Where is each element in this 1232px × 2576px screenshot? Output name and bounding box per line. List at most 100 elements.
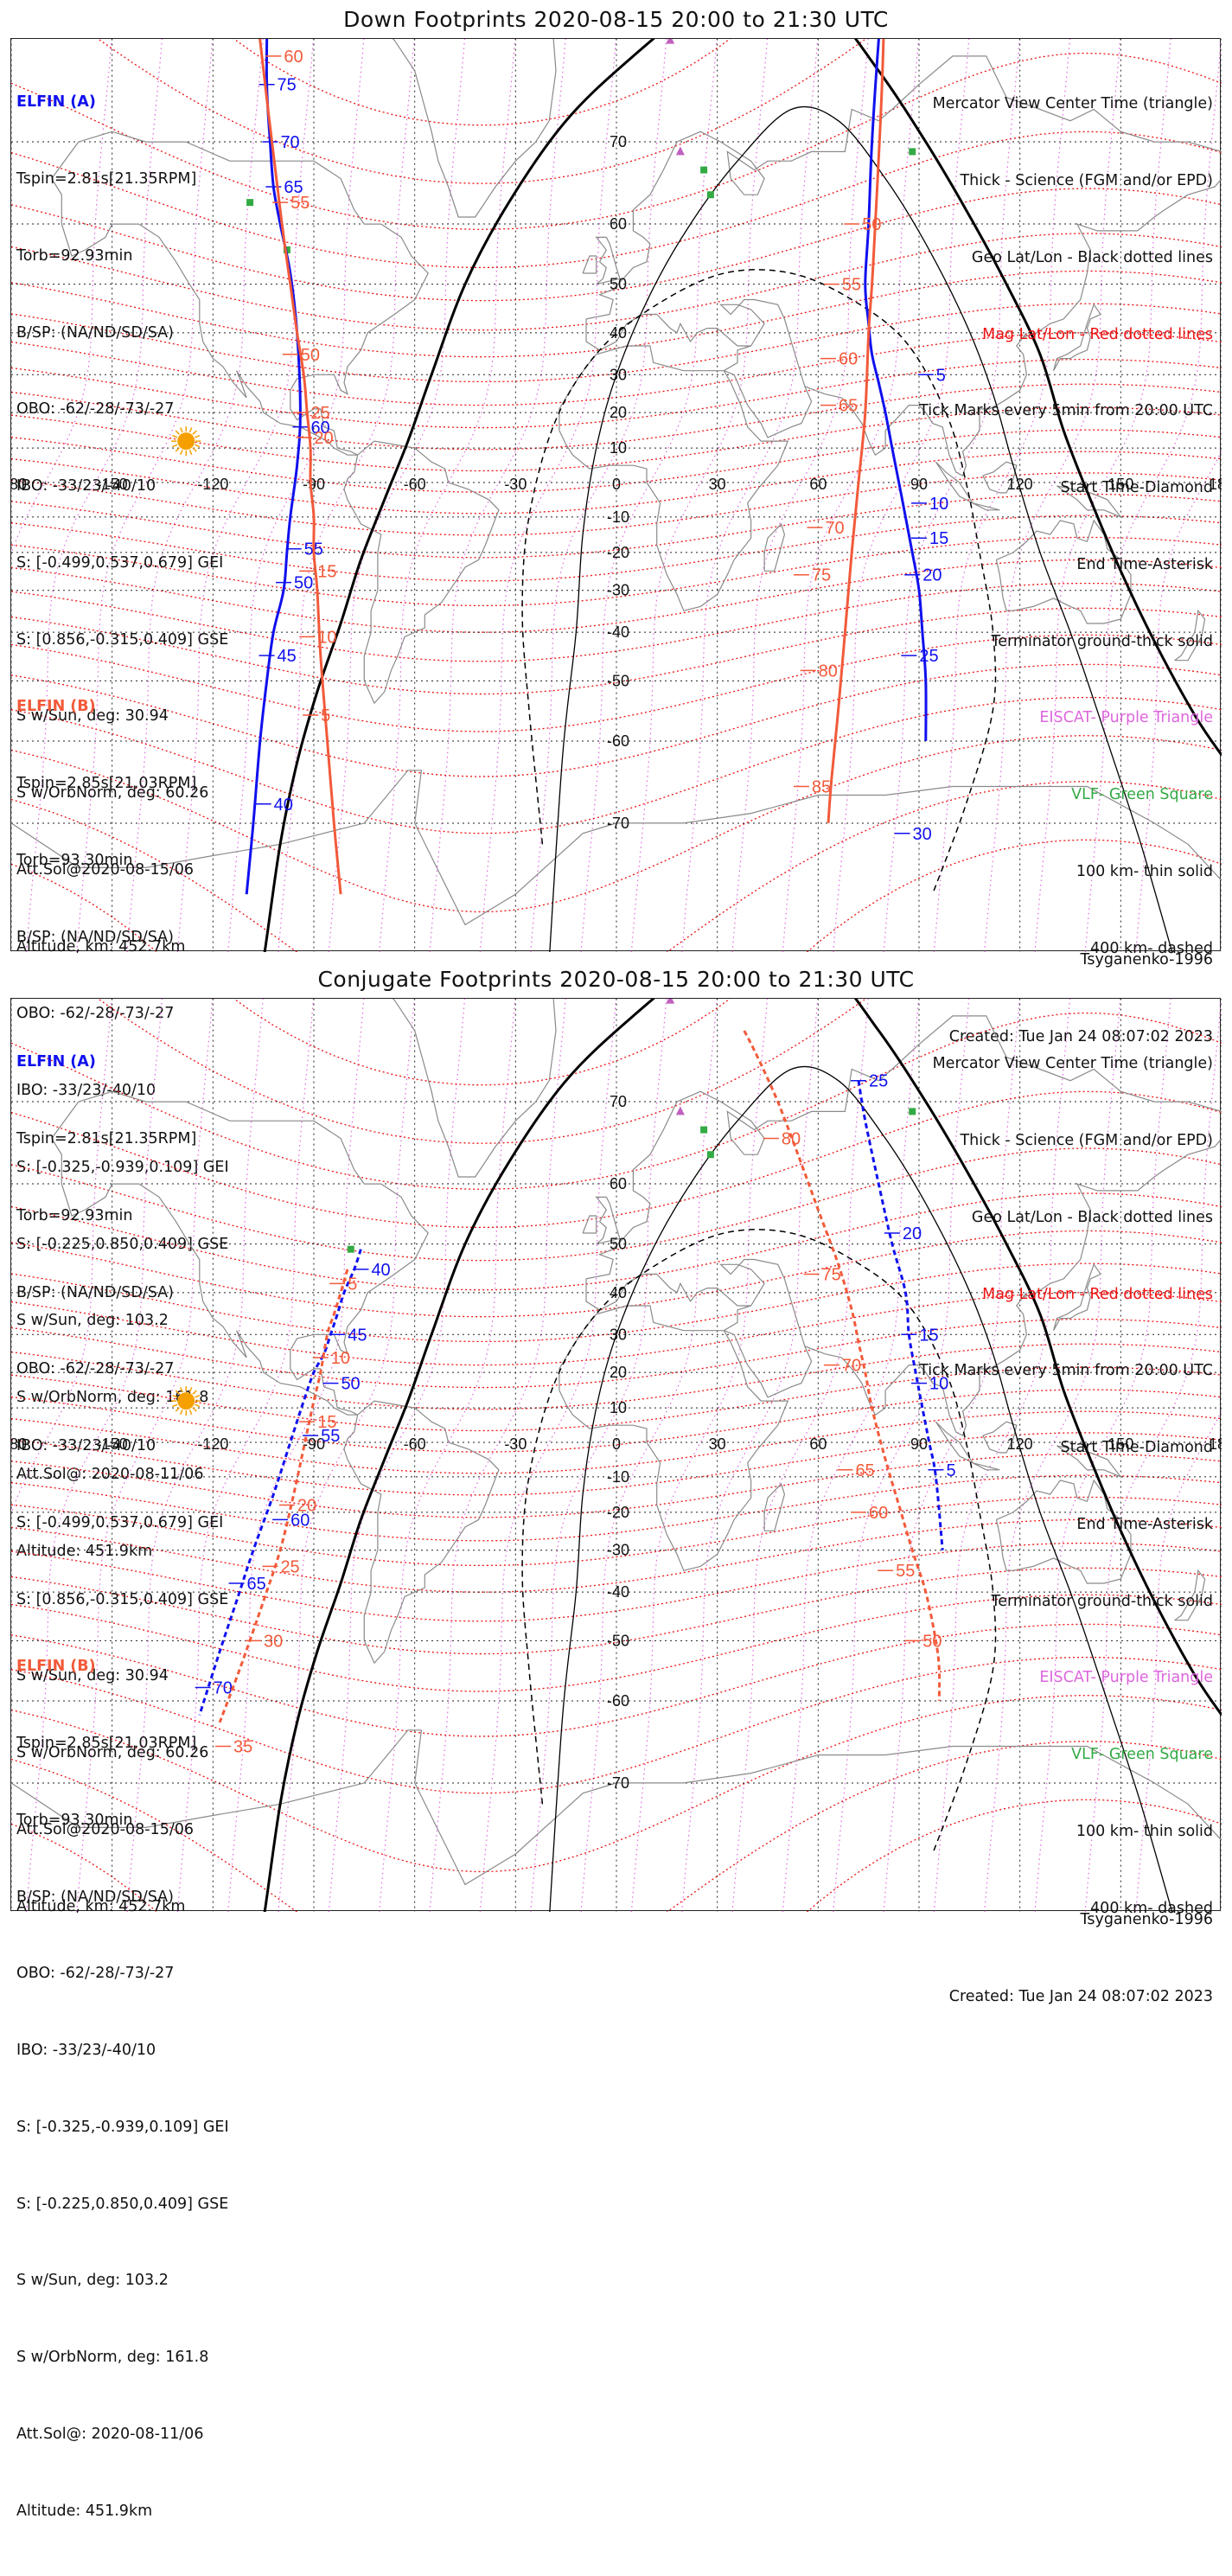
mag-meridian-line xyxy=(76,999,214,1912)
mag-meridian-line xyxy=(479,999,617,1912)
track-tick-label: 50 xyxy=(294,574,313,593)
sat-a-line: Tspin=2.81s[21.35RPM] xyxy=(16,169,197,188)
sun-ray xyxy=(172,1403,178,1408)
lat-tick-label: 40 xyxy=(610,1284,627,1301)
sat-b-line: S w/OrbNorm, deg: 161.8 xyxy=(16,2349,209,2367)
lon-tick-label: 0 xyxy=(612,1435,621,1453)
mag-meridian-line xyxy=(984,999,1121,1912)
sat-a-line: Torb=92.93min xyxy=(16,246,133,265)
track-tick-label: 20 xyxy=(903,1224,922,1243)
sat-b-line: Att.Sol@: 2020-08-11/06 xyxy=(16,2426,204,2443)
sat-b-name: ELFIN (B) xyxy=(16,698,96,716)
mag-meridian-line xyxy=(1135,1409,1222,1912)
lon-tick-label: -180 xyxy=(11,476,27,493)
lat-tick-label: -70 xyxy=(607,815,629,832)
sat-b-line: OBO: -62/-28/-73/-27 xyxy=(16,1005,175,1023)
sun-ray xyxy=(195,434,201,438)
legend-item: EISCAT- Purple Triangle xyxy=(1039,709,1213,727)
track-tick-label: 25 xyxy=(280,1557,299,1576)
legend: Mercator View Center Time (triangle) Thi… xyxy=(919,41,1213,1013)
sat-a-name: ELFIN (A) xyxy=(16,93,96,112)
track-tick-label: 55 xyxy=(842,276,861,295)
sun-ray xyxy=(195,1403,201,1408)
mag-meridian-line xyxy=(1135,450,1222,952)
coastline xyxy=(804,1138,1222,1436)
coastline xyxy=(972,1462,1000,1471)
coastline xyxy=(763,1482,786,1531)
coastline xyxy=(972,502,1000,511)
track-tick-label: 60 xyxy=(290,1511,310,1530)
mag-meridian-line xyxy=(580,39,718,952)
lat-tick-label: 40 xyxy=(610,324,627,342)
track-tick-label: 70 xyxy=(214,1679,233,1698)
vlf-square-icon xyxy=(700,1126,708,1134)
coastline xyxy=(1053,1262,1101,1331)
lon-tick-label: 150 xyxy=(1108,476,1133,493)
sat-a-line: S w/Sun, deg: 30.94 xyxy=(16,707,169,725)
coastline xyxy=(582,1215,597,1234)
elfin-a-track xyxy=(864,39,928,741)
vlf-square-icon xyxy=(700,166,708,174)
track-tick-label: 5 xyxy=(321,706,330,725)
legend-item: End Time-Asterisk xyxy=(1076,555,1213,573)
lon-tick-label: 180 xyxy=(1209,476,1222,493)
mag-meridian-line xyxy=(176,999,315,1912)
sun-ray xyxy=(188,1409,193,1416)
eiscat-triangle-icon xyxy=(666,999,675,1004)
sun-ray xyxy=(192,430,197,435)
lat-tick-label: -10 xyxy=(607,508,629,526)
mag-meridian-line xyxy=(479,39,617,952)
mag-meridian-line xyxy=(429,999,566,1912)
track-tick-label: 15 xyxy=(317,562,336,581)
coastline xyxy=(392,999,557,1178)
mag-latitude-line xyxy=(11,536,1222,607)
track-tick-label: 60 xyxy=(310,419,329,438)
sat-a-line: Tspin=2.81s[21.35RPM] xyxy=(16,1129,197,1147)
track-tick-label: 10 xyxy=(331,1349,350,1368)
lon-tick-label: -60 xyxy=(404,1435,426,1453)
track-tick-label: 75 xyxy=(812,566,831,585)
sun-ray xyxy=(175,447,180,452)
coastline xyxy=(51,131,429,456)
track-tick-label: 60 xyxy=(869,1504,888,1523)
track-tick-label: 30 xyxy=(913,825,932,844)
lon-tick-label: 180 xyxy=(1209,1435,1222,1453)
track-tick-label: 50 xyxy=(301,346,320,365)
legend-item: Tick Marks every 5min from 20:00 UTC xyxy=(919,402,1213,420)
mag-meridian-line xyxy=(278,999,415,1912)
sat-a-line: Att.Sol@2020-08-15/06 xyxy=(16,1821,194,1838)
mag-meridian-line xyxy=(1034,39,1171,952)
lon-tick-label: 120 xyxy=(1007,476,1033,493)
coastline xyxy=(1174,609,1206,662)
sat-a-line: S: [0.856,-0.315,0.409] GSE xyxy=(16,1590,229,1608)
legend-item: VLF- Green Square xyxy=(1071,786,1213,804)
track-tick-label: 15 xyxy=(919,1326,938,1345)
legend-item: Mercator View Center Time (triangle) xyxy=(932,1055,1213,1073)
coastline xyxy=(585,1015,1222,1280)
lat-tick-label: -30 xyxy=(607,582,629,599)
lon-tick-label: 30 xyxy=(709,1435,726,1453)
credit: Tsyganenko-1996 Created: Tue Jan 24 08:0… xyxy=(949,1857,1213,2061)
vlf-square-icon xyxy=(909,148,916,156)
eiscat-triangle-icon xyxy=(666,39,675,44)
mag-meridian-line xyxy=(883,999,1020,1912)
mag-meridian-line xyxy=(681,39,819,952)
sat-a-info: ELFIN (A) Tspin=2.81s[21.35RPM] Torb=92.… xyxy=(16,999,228,1972)
track-tick-label: 70 xyxy=(825,519,844,538)
lat-tick-label: 60 xyxy=(610,1175,627,1192)
sun-ray xyxy=(172,444,178,448)
coastline xyxy=(995,1479,1132,1584)
lat-tick-label: 10 xyxy=(610,439,627,457)
track-tick-label: 65 xyxy=(247,1575,266,1594)
sat-a-line: OBO: -62/-28/-73/-27 xyxy=(16,1360,175,1378)
mag-meridian-line xyxy=(126,999,264,1912)
track-tick-label: 10 xyxy=(929,1375,948,1394)
legend-item: Geo Lat/Lon - Black dotted lines xyxy=(971,248,1213,266)
sat-b-line: IBO: -33/23/-40/10 xyxy=(16,2042,156,2060)
mag-latitude-line xyxy=(11,1496,1222,1567)
coastline xyxy=(804,178,1222,476)
track-tick-label: 15 xyxy=(929,529,948,548)
track-tick-label: 20 xyxy=(297,1497,316,1516)
lon-tick-label: -60 xyxy=(404,476,426,493)
track-tick-label: 20 xyxy=(314,429,333,448)
